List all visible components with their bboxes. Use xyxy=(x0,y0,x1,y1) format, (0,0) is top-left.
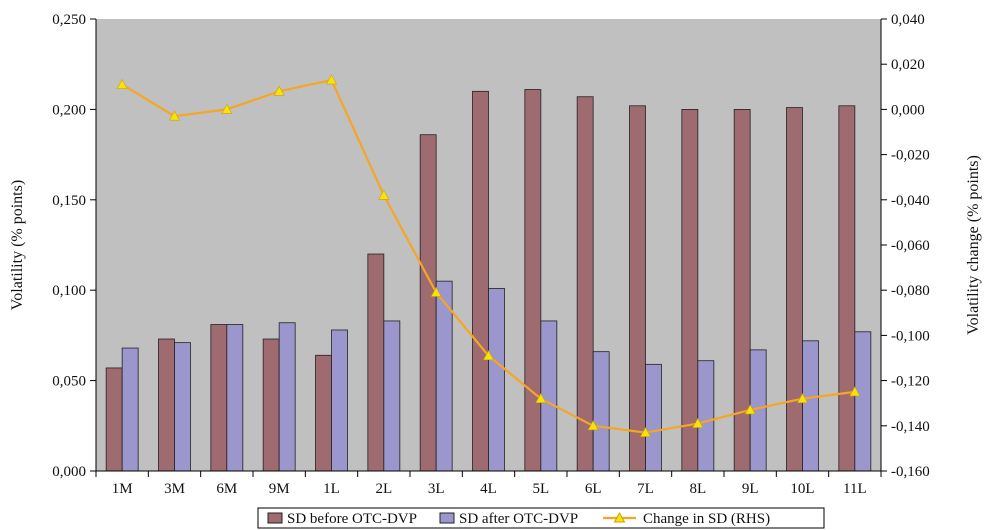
x-tick-label: 8L xyxy=(689,481,706,497)
x-tick-label: 1M xyxy=(112,481,133,497)
bar-sd-after-11L xyxy=(854,331,872,472)
bar-sd-before-4L xyxy=(472,90,489,472)
point-change-5L xyxy=(535,393,547,403)
legend-label-sd-before: SD before OTC-DVP xyxy=(287,511,417,527)
bar-sd-before-9L xyxy=(733,109,751,472)
y2-tick-label: -0,100 xyxy=(891,328,930,344)
bar-sd-after-9M xyxy=(278,322,296,472)
y2-tick-label: 0,000 xyxy=(891,102,925,118)
point-change-9M xyxy=(273,85,285,96)
y-tick-label: 0,200 xyxy=(52,102,86,118)
x-tick-label: 9L xyxy=(742,481,759,497)
x-tick-label: 10L xyxy=(790,481,814,497)
y-tick-label: 0,050 xyxy=(52,374,86,390)
point-change-4L xyxy=(482,350,495,361)
bar-sd-after-8L xyxy=(697,360,715,472)
y-tick-label: 0,250 xyxy=(52,12,86,28)
y2-tick-label: -0,160 xyxy=(891,464,930,480)
bar-sd-before-8L xyxy=(681,109,699,472)
y2-tick-label: -0,060 xyxy=(891,238,930,254)
bar-sd-after-3M xyxy=(174,342,191,472)
y2-tick-label: -0,120 xyxy=(891,374,930,390)
point-change-3L xyxy=(430,286,442,297)
bar-sd-after-6L xyxy=(592,351,610,472)
axes-layer: 0,000 0,050 0,100 0,150 0,200 0,250 -0,160 -0,1… xyxy=(52,12,930,497)
bar-sd-before-2L xyxy=(367,253,385,472)
x-tick-label: 3M xyxy=(164,481,185,497)
y2-tick-label: -0,040 xyxy=(891,193,930,209)
bar-sd-before-3L xyxy=(419,134,437,472)
point-change-11L xyxy=(849,386,861,397)
point-change-1L xyxy=(325,74,338,85)
x-tick-label: 5L xyxy=(532,481,549,497)
x-tick-label: 4L xyxy=(480,481,497,497)
point-change-10L xyxy=(796,393,809,403)
y-axis-title: Volatility (% points) xyxy=(9,180,26,310)
legend-swatch-sd-after xyxy=(439,512,455,524)
point-change-6L xyxy=(587,420,599,431)
bar-sd-before-6M xyxy=(210,324,228,472)
bar-sd-before-5L xyxy=(524,89,542,472)
bar-sd-after-1L xyxy=(331,329,348,472)
bar-sd-after-5L xyxy=(540,320,558,472)
bar-sd-after-4L xyxy=(488,287,505,472)
y2-axis-title: Volatility change (% points) xyxy=(965,155,982,335)
legend-swatch-sd-before xyxy=(267,512,283,524)
bar-sd-after-1M xyxy=(121,347,139,472)
point-change-3M xyxy=(168,110,181,121)
point-change-8L xyxy=(692,417,704,428)
x-tick-label: 2L xyxy=(375,481,392,497)
bar-sd-after-10L xyxy=(802,340,819,472)
legend-marker-change xyxy=(613,511,626,523)
y2-tick-label: 0,040 xyxy=(891,12,925,28)
point-change-1M xyxy=(116,78,128,89)
y2-tick-label: -0,140 xyxy=(891,419,930,435)
x-tick-label: 3L xyxy=(428,481,445,497)
y2-tick-label: -0,080 xyxy=(891,283,930,299)
bar-sd-after-2L xyxy=(383,320,401,472)
point-change-2L xyxy=(378,189,390,200)
bars-layer xyxy=(105,89,872,472)
x-tick-label: 1L xyxy=(323,481,340,497)
y2-tick-label: 0,020 xyxy=(891,57,925,73)
x-tick-label: 6L xyxy=(585,481,602,497)
x-tick-label: 7L xyxy=(637,481,654,497)
bar-sd-before-1L xyxy=(315,354,332,472)
bar-sd-before-10L xyxy=(786,107,803,472)
x-tick-label: 6M xyxy=(216,481,237,497)
bar-sd-before-11L xyxy=(838,105,856,472)
line-layer xyxy=(116,74,861,437)
point-change-6M xyxy=(221,103,233,114)
y-tick-label: 0,150 xyxy=(52,193,86,209)
bar-sd-after-7L xyxy=(645,363,662,472)
point-change-9L xyxy=(744,404,756,415)
legend-label-sd-after: SD after OTC-DVP xyxy=(459,511,578,527)
bar-sd-before-9M xyxy=(262,338,280,472)
x-tick-label: 11L xyxy=(843,481,867,497)
y-tick-label: 0,000 xyxy=(52,464,86,480)
bar-sd-after-6M xyxy=(226,324,244,472)
x-tick-label: 9M xyxy=(269,481,290,497)
legend-box xyxy=(257,507,825,529)
point-change-7L xyxy=(639,426,652,437)
bar-sd-before-6L xyxy=(576,96,594,472)
legend-label-change: Change in SD (RHS) xyxy=(643,511,770,527)
y2-tick-label: -0,020 xyxy=(891,148,930,164)
y-tick-label: 0,100 xyxy=(52,283,86,299)
bar-sd-before-1M xyxy=(105,367,123,472)
bar-sd-before-3M xyxy=(158,338,175,472)
bar-sd-before-7L xyxy=(629,105,646,472)
legend: SD before OTC-DVP SD after OTC-DVP Chang… xyxy=(257,507,825,529)
